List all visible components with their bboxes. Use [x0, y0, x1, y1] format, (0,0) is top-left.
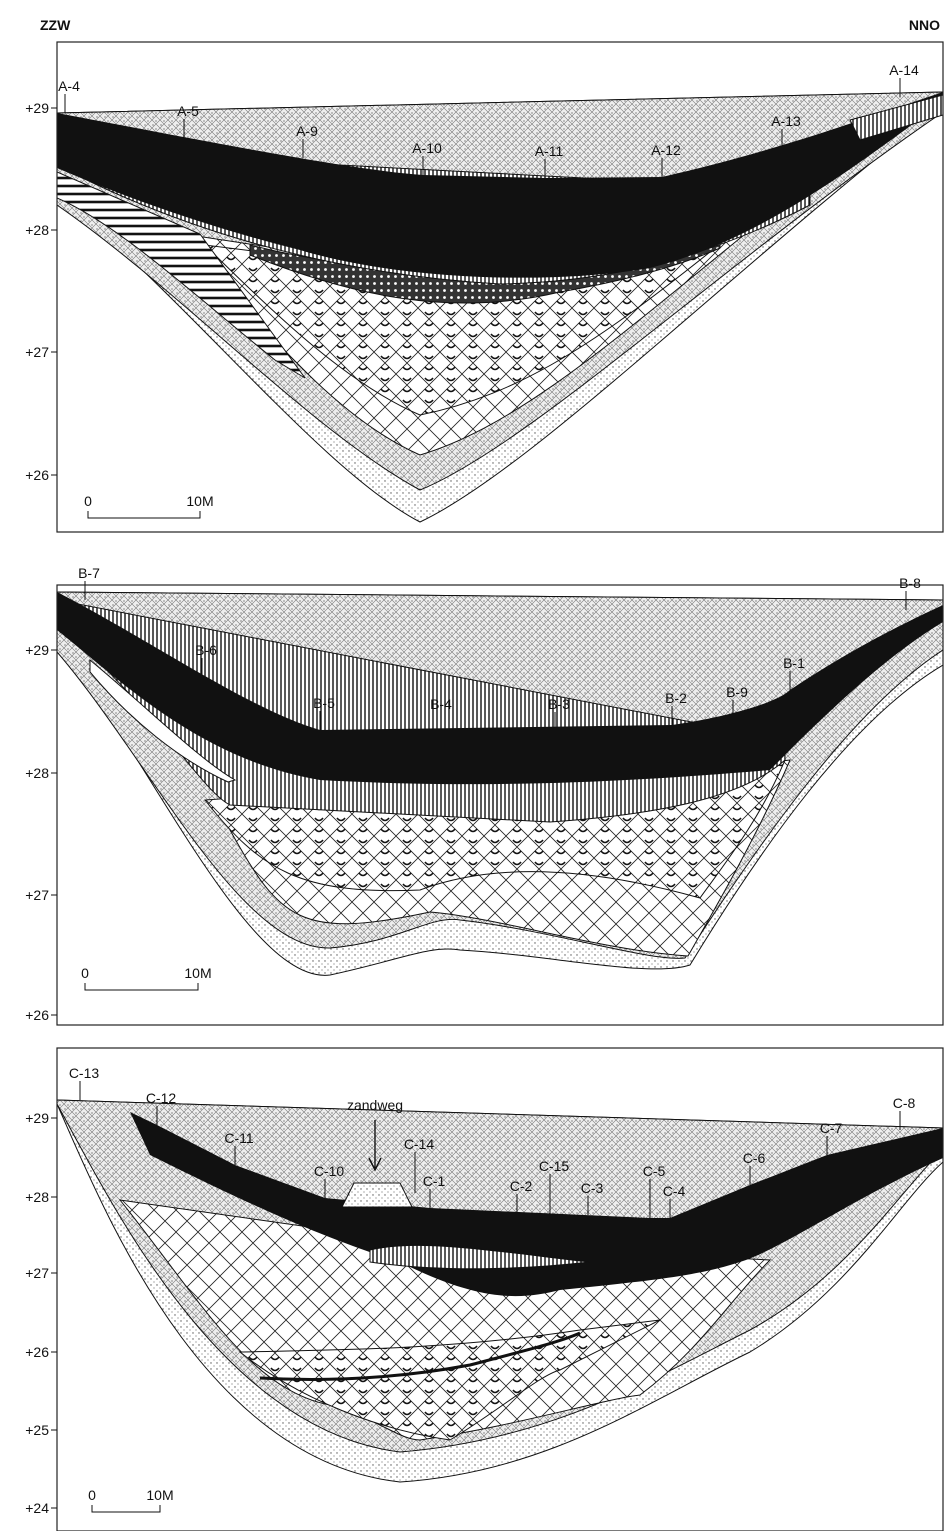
y-tick-label: +27 [25, 1265, 49, 1281]
y-tick-label: +27 [25, 887, 49, 903]
y-tick-label: +29 [25, 100, 49, 116]
borehole-label: A-5 [177, 103, 199, 119]
borehole-label: B-7 [78, 565, 100, 581]
annotation: zandweg [347, 1097, 403, 1113]
borehole-label: B-9 [726, 684, 748, 700]
borehole-label: C-13 [69, 1065, 100, 1081]
borehole-label: A-14 [889, 62, 919, 78]
y-tick-label: +26 [25, 467, 49, 483]
section-b-layers [57, 591, 943, 976]
borehole-label: A-11 [535, 143, 564, 159]
scale-start: 0 [81, 965, 89, 981]
borehole-label: B-6 [195, 642, 217, 658]
borehole-label: A-13 [771, 113, 801, 129]
direction-right: NNO [909, 17, 940, 33]
section-frame [56, 584, 944, 1026]
borehole-label: C-1 [423, 1173, 446, 1189]
y-tick-label: +29 [25, 642, 49, 658]
borehole-label: C-14 [404, 1136, 435, 1152]
borehole-label: B-4 [430, 696, 452, 712]
borehole-label: A-9 [296, 123, 318, 139]
scale-end: 10M [186, 493, 213, 509]
scale-end: 10M [146, 1487, 173, 1503]
borehole-label: C-15 [539, 1158, 570, 1174]
borehole-label: B-8 [899, 575, 921, 591]
borehole-label: A-12 [651, 142, 681, 158]
y-tick-label: +28 [25, 222, 49, 238]
direction-left: ZZW [40, 17, 71, 33]
scale-start: 0 [88, 1487, 96, 1503]
scale-end: 10M [184, 965, 211, 981]
y-tick-label: +24 [25, 1500, 49, 1516]
y-tick-label: +27 [25, 344, 49, 360]
scale-bar [84, 983, 199, 991]
scale-bar [87, 511, 201, 519]
y-tick-label: +25 [25, 1422, 49, 1438]
borehole-label: B-5 [313, 695, 335, 711]
borehole-label: C-4 [663, 1183, 686, 1199]
borehole-label: C-5 [643, 1163, 666, 1179]
section-frame [56, 41, 944, 533]
y-tick-label: +29 [25, 1110, 49, 1126]
y-tick-label: +26 [25, 1344, 49, 1360]
borehole-label: C-2 [510, 1178, 533, 1194]
borehole-label: C-7 [820, 1120, 843, 1136]
scale-start: 0 [84, 493, 92, 509]
y-tick-label: +28 [25, 1189, 49, 1205]
borehole-label: C-11 [224, 1130, 254, 1146]
borehole-label: A-4 [58, 78, 80, 94]
scale-bar [91, 1505, 161, 1513]
borehole-label: C-8 [893, 1095, 916, 1111]
y-tick-label: +26 [25, 1007, 49, 1023]
borehole-label: B-1 [783, 655, 805, 671]
section-c-layers [57, 1099, 943, 1483]
borehole-label: C-3 [581, 1180, 604, 1196]
section-a-layers [57, 91, 943, 523]
borehole-label: C-10 [314, 1163, 345, 1179]
borehole-label: B-3 [548, 696, 570, 712]
y-tick-label: +28 [25, 765, 49, 781]
borehole-label: C-6 [743, 1150, 766, 1166]
borehole-label: B-2 [665, 690, 687, 706]
borehole-label: A-10 [412, 140, 442, 156]
borehole-label: C-12 [146, 1090, 177, 1106]
